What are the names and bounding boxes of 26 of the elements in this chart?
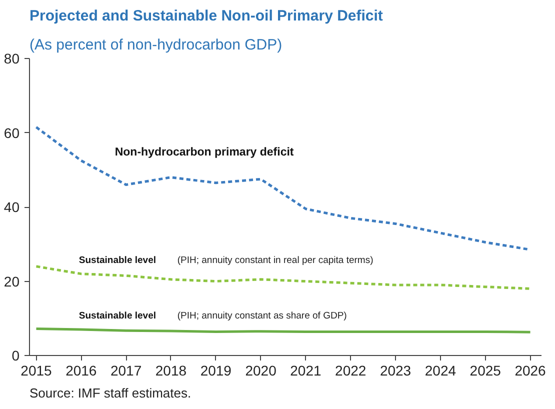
line-series [34, 265, 532, 290]
chart-title: Projected and Sustainable Non-oil Primary Deficit [30, 8, 383, 24]
annotation: (PIH; annuity constant in real per capita terms) [177, 254, 374, 266]
x-tick-label: 2026 [514, 362, 546, 378]
source-note: Source: IMF staff estimates. [30, 386, 192, 400]
series-label: Sustainable level [78, 310, 156, 322]
y-tick-label: 20 [4, 273, 20, 290]
x-tick-label: 2018 [155, 362, 187, 378]
x-tick-label: 2022 [335, 362, 366, 378]
series-label: Non-hydrocarbon primary deficit [114, 146, 294, 159]
chart-subtitle: (As percent of non-hydrocarbon GDP) [30, 36, 282, 54]
y-tick-label: 0 [12, 348, 20, 364]
x-tick-label: 2015 [20, 362, 52, 378]
x-tick-label: 2019 [200, 362, 232, 378]
x-tick-label: 2017 [110, 362, 142, 378]
y-tick-label: 80 [4, 50, 20, 66]
x-tick-label: 2021 [290, 362, 322, 378]
x-tick-label: 2016 [66, 362, 97, 378]
annotation: (PIH; annuity constant as share of GDP) [177, 310, 347, 322]
y-tick-label: 40 [4, 199, 20, 215]
series-label: Sustainable level [78, 254, 156, 266]
x-tick-label: 2024 [424, 362, 456, 378]
x-tick-label: 2025 [470, 362, 502, 378]
x-tick-label: 2023 [380, 362, 412, 378]
x-tick-label: 2020 [245, 362, 277, 378]
y-tick-label: 60 [4, 124, 20, 141]
